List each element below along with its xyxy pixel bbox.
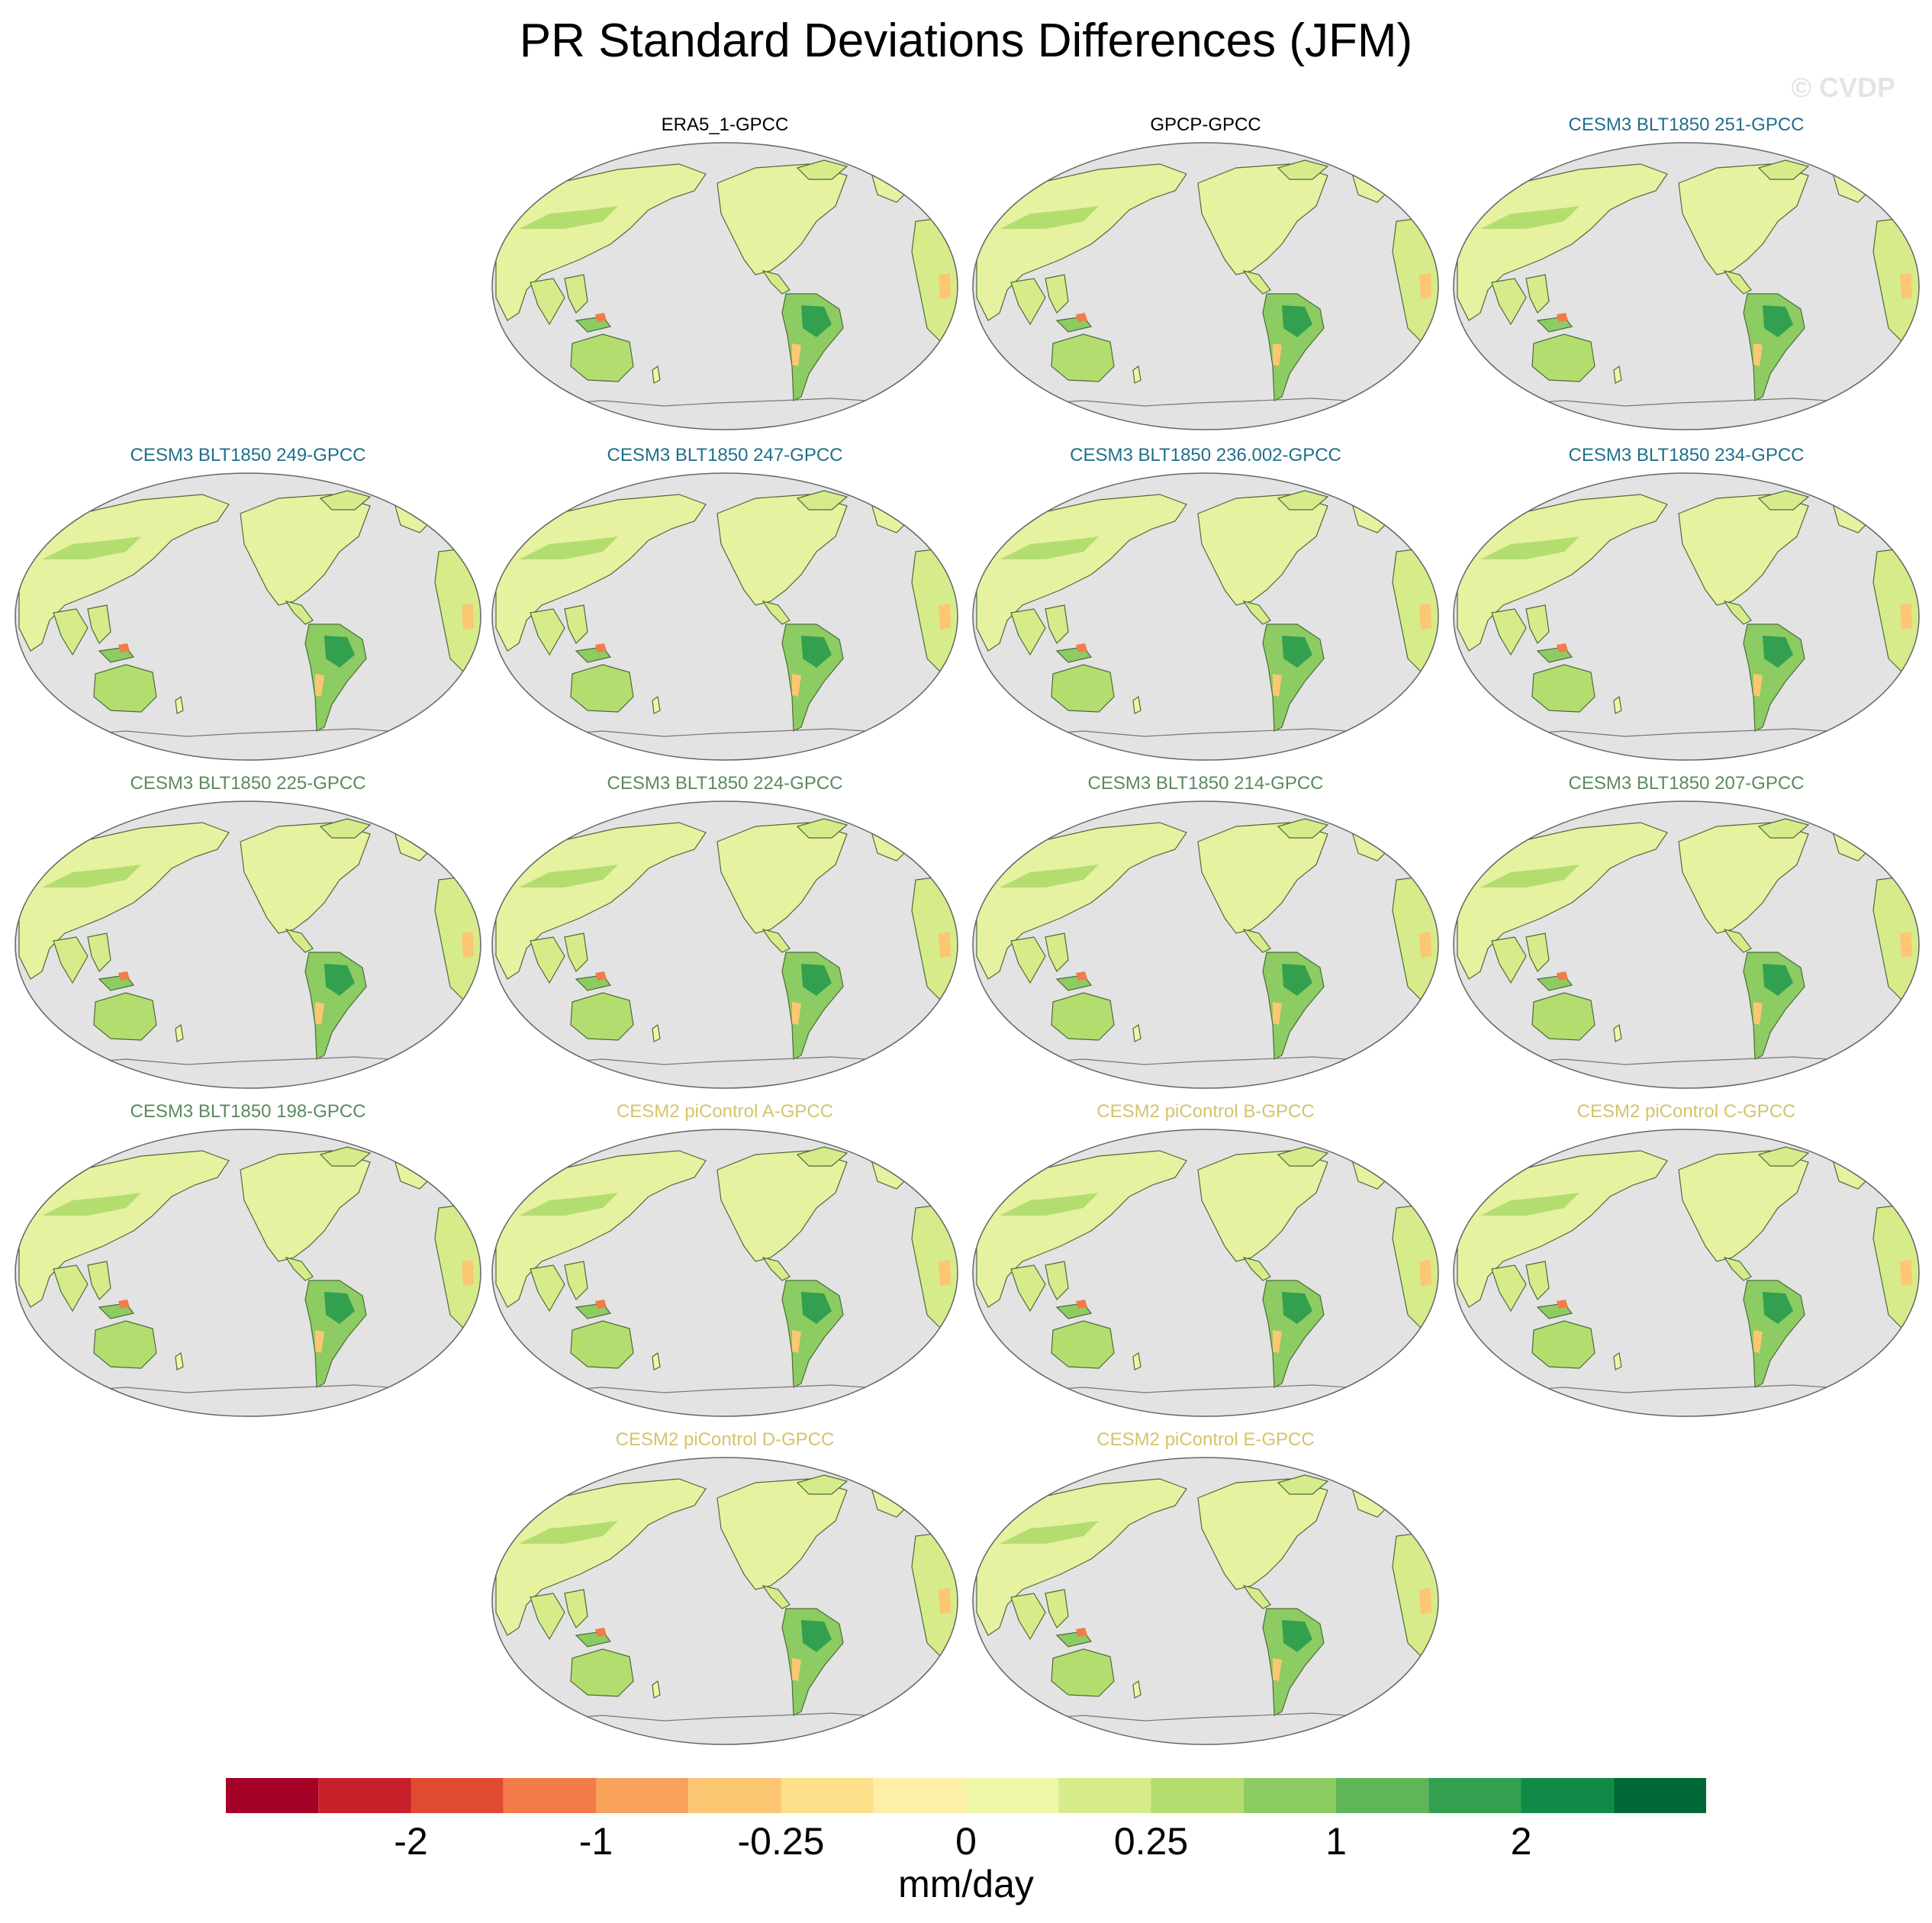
panel-title: CESM2 piControl E-GPCC [1096, 1429, 1315, 1450]
colorbar-swatch [503, 1778, 596, 1813]
world-map [491, 472, 958, 761]
world-map [972, 472, 1439, 761]
world-map [14, 472, 481, 761]
panel-title: CESM3 BLT1850 249-GPCC [130, 445, 366, 465]
panel-title: CESM2 piControl A-GPCC [616, 1101, 834, 1122]
colorbar-swatch [1151, 1778, 1244, 1813]
watermark: © CVDP [1791, 72, 1895, 103]
panel-title: CESM2 piControl C-GPCC [1576, 1101, 1796, 1122]
colorbar-tick-label: 0 [955, 1820, 977, 1863]
map-panel: ERA5_1-GPCC [488, 114, 961, 435]
colorbar-swatch [411, 1778, 504, 1813]
world-map [1453, 472, 1920, 761]
map-panel: CESM2 piControl D-GPCC [488, 1429, 961, 1750]
colorbar-unit-label: mm/day [898, 1863, 1034, 1905]
map-panel: CESM3 BLT1850 249-GPCC [11, 445, 485, 765]
colorbar-swatch [318, 1778, 411, 1813]
world-map [972, 142, 1439, 430]
map-panel: CESM3 BLT1850 214-GPCC [969, 773, 1442, 1094]
colorbar-swatch [1613, 1778, 1706, 1813]
colorbar-swatch [688, 1778, 781, 1813]
colorbar-tick-label: -2 [394, 1820, 428, 1863]
colorbar-swatch [873, 1778, 966, 1813]
colorbar-swatch [1058, 1778, 1151, 1813]
panel-title: ERA5_1-GPCC [661, 114, 789, 135]
panel-title: CESM2 piControl D-GPCC [615, 1429, 835, 1450]
world-map [491, 142, 958, 430]
world-map [1453, 142, 1920, 430]
colorbar-tick-label: -1 [578, 1820, 613, 1863]
map-panel: GPCP-GPCC [969, 114, 1442, 435]
panel-title: CESM3 BLT1850 224-GPCC [607, 773, 843, 794]
figure-title: PR Standard Deviations Differences (JFM) [519, 14, 1413, 67]
panel-title: GPCP-GPCC [1150, 114, 1261, 135]
map-panel: CESM3 BLT1850 247-GPCC [488, 445, 961, 765]
colorbar-swatch [1521, 1778, 1614, 1813]
map-panel: CESM2 piControl B-GPCC [969, 1101, 1442, 1422]
colorbar-tick-label: 1 [1325, 1820, 1347, 1863]
panel-title: CESM3 BLT1850 236.002-GPCC [1070, 445, 1341, 465]
world-map [491, 800, 958, 1089]
world-map [972, 800, 1439, 1089]
colorbar-tick-label: 2 [1510, 1820, 1532, 1863]
panel-title: CESM3 BLT1850 198-GPCC [130, 1101, 366, 1122]
colorbar-swatch [966, 1778, 1059, 1813]
world-map [1453, 800, 1920, 1089]
world-map [491, 1129, 958, 1417]
panel-title: CESM2 piControl B-GPCC [1096, 1101, 1315, 1122]
map-panel: CESM3 BLT1850 251-GPCC [1450, 114, 1923, 435]
colorbar-swatch [596, 1778, 689, 1813]
world-map [14, 1129, 481, 1417]
colorbar-swatch [1336, 1778, 1429, 1813]
map-panel: CESM3 BLT1850 225-GPCC [11, 773, 485, 1094]
panel-title: CESM3 BLT1850 247-GPCC [607, 445, 843, 465]
map-panel: CESM3 BLT1850 234-GPCC [1450, 445, 1923, 765]
world-map [14, 800, 481, 1089]
map-panel: CESM2 piControl E-GPCC [969, 1429, 1442, 1750]
colorbar-swatch [1243, 1778, 1336, 1813]
colorbar-tick-label: 0.25 [1113, 1820, 1189, 1863]
map-panel: CESM3 BLT1850 207-GPCC [1450, 773, 1923, 1094]
colorbar-swatch [226, 1778, 319, 1813]
panel-title: CESM3 BLT1850 251-GPCC [1568, 114, 1805, 135]
map-panel: CESM2 piControl C-GPCC [1450, 1101, 1923, 1422]
colorbar-swatch [781, 1778, 874, 1813]
world-map [1453, 1129, 1920, 1417]
map-panel: CESM3 BLT1850 198-GPCC [11, 1101, 485, 1422]
panel-title: CESM3 BLT1850 207-GPCC [1568, 773, 1805, 794]
colorbar [226, 1778, 1706, 1813]
map-panel: CESM3 BLT1850 236.002-GPCC [969, 445, 1442, 765]
map-panel: CESM2 piControl A-GPCC [488, 1101, 961, 1422]
map-panel: CESM3 BLT1850 224-GPCC [488, 773, 961, 1094]
panel-title: CESM3 BLT1850 214-GPCC [1087, 773, 1324, 794]
world-map [972, 1457, 1439, 1745]
panel-title: CESM3 BLT1850 234-GPCC [1568, 445, 1805, 465]
panel-title: CESM3 BLT1850 225-GPCC [130, 773, 366, 794]
colorbar-tick-label: -0.25 [737, 1820, 825, 1863]
colorbar-swatch [1428, 1778, 1521, 1813]
world-map [972, 1129, 1439, 1417]
world-map [491, 1457, 958, 1745]
